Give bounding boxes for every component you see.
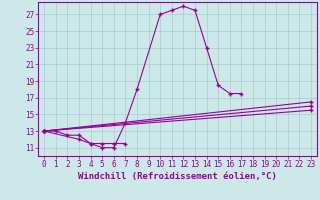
X-axis label: Windchill (Refroidissement éolien,°C): Windchill (Refroidissement éolien,°C) (78, 172, 277, 181)
